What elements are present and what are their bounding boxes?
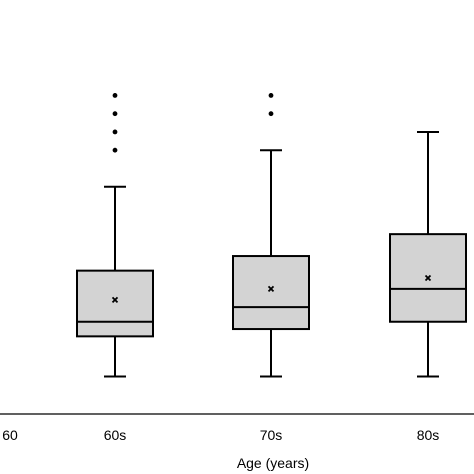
outlier-point-60s-3: [112, 93, 118, 98]
outlier-point-60s-0: [112, 147, 118, 153]
mean-marker-70s: [267, 285, 275, 293]
outlier-point-60s-1: [112, 129, 118, 135]
box-60s: [76, 269, 154, 338]
outlier-point-70s-0: [268, 111, 274, 117]
outlier-point-60s-2: [112, 111, 118, 117]
x-tick-label-70s: 70s: [260, 427, 283, 443]
mean-marker-80s: [424, 274, 432, 282]
mean-marker-60s: [111, 296, 119, 303]
x-tick-label-60: 60: [2, 427, 18, 443]
x-tick-label-80s: 80s: [417, 427, 440, 443]
boxes-layer: [76, 93, 467, 378]
x-axis-title: Age (years): [237, 455, 309, 471]
box-70s: [232, 255, 310, 331]
outlier-point-70s-1: [268, 93, 274, 98]
x-tick-label-60s: 60s: [104, 427, 127, 443]
